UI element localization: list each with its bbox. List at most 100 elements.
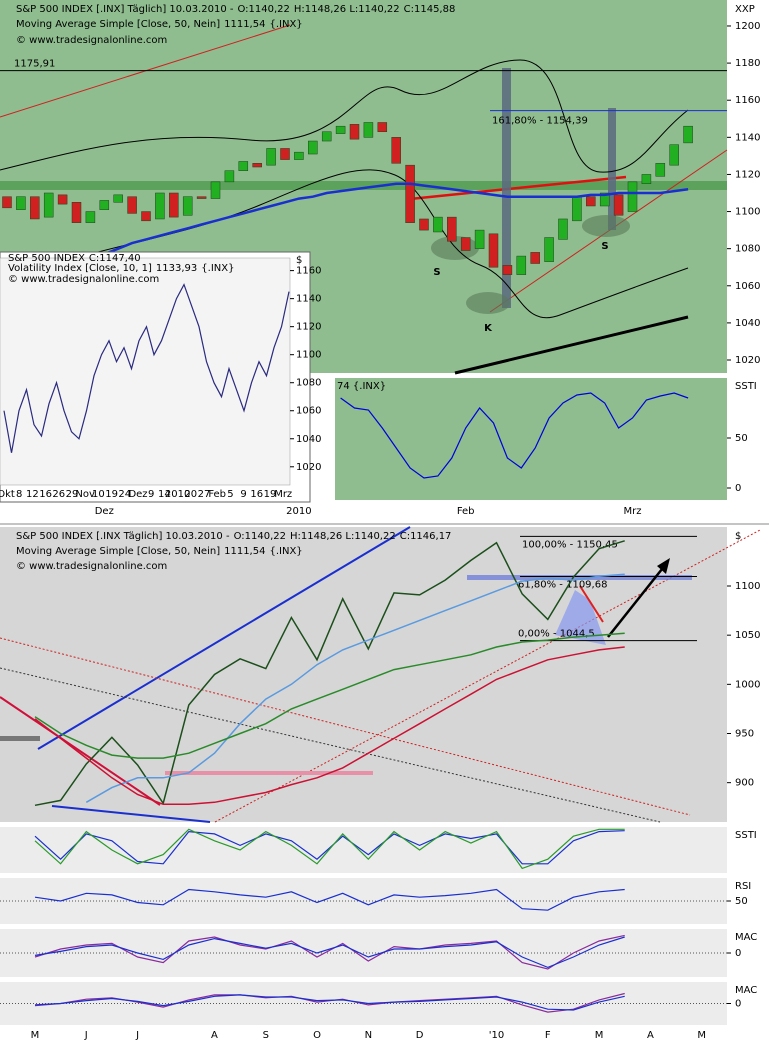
x-tick-label: 5 — [227, 489, 233, 500]
candle — [155, 192, 165, 220]
header-text: {.INX} — [269, 19, 302, 30]
y-tick-label: 1100 — [735, 207, 760, 218]
x-tick-label: Feb — [208, 489, 226, 500]
candle — [530, 252, 540, 264]
candle — [447, 216, 457, 242]
y-tick-label: 950 — [735, 729, 754, 740]
axis-label: $ — [735, 531, 741, 542]
candle — [488, 233, 499, 268]
candle — [2, 196, 12, 209]
projection-arrow — [555, 590, 606, 645]
x-tick-label: A — [211, 1030, 218, 1041]
arrow-head — [657, 558, 670, 574]
panel-title: SSTI — [735, 830, 757, 841]
x-tick-label: 26 — [52, 489, 65, 500]
header-text: H:1148,26 L:1140,22 — [290, 531, 396, 542]
y-tick-label: 1060 — [735, 281, 760, 292]
y-tick-label: 1080 — [735, 244, 760, 255]
x-tick-label: 27 — [198, 489, 211, 500]
candle — [113, 194, 123, 203]
candle — [683, 125, 693, 144]
y-tick-label: 1120 — [296, 322, 321, 333]
x-tick-label: 10 — [92, 489, 105, 500]
x-tick-label: 16 — [250, 489, 263, 500]
y-tick-label: 1160 — [735, 95, 760, 106]
header-text: H:1148,26 L:1140,22 — [294, 4, 400, 15]
candle — [280, 148, 290, 160]
header-text: 1133,93 — [156, 263, 197, 274]
plot-area — [0, 257, 291, 486]
candle — [655, 163, 666, 177]
y-tick-label: 1020 — [296, 462, 321, 473]
candle — [99, 200, 110, 210]
candle — [141, 211, 151, 222]
candle — [224, 170, 235, 183]
trend-line — [51, 805, 211, 823]
axis-label: XXP — [735, 4, 755, 15]
x-tick-label: 14 — [158, 489, 171, 500]
level-label: 161,80% - 1154,39 — [492, 116, 588, 127]
neckline — [409, 175, 627, 201]
candle — [419, 218, 429, 231]
y-tick-label: 1180 — [735, 58, 760, 69]
level-label: 100,00% - 1150,45 — [522, 539, 618, 550]
pattern-label: S — [601, 241, 608, 252]
panel-title: MAC — [735, 985, 757, 996]
candle — [599, 192, 610, 207]
series-line — [85, 573, 625, 803]
x-tick-label: 12 — [26, 489, 39, 500]
backgrounds — [0, 0, 769, 1025]
x-tick-label: Dez — [128, 489, 147, 500]
candle — [405, 164, 415, 223]
candle — [377, 122, 388, 133]
pattern-label: S — [433, 267, 440, 278]
panel-subtitle: 74 {.INX} — [337, 381, 386, 392]
y-tick-label: 1000 — [735, 679, 760, 690]
series-line — [34, 540, 625, 807]
candle — [182, 196, 193, 216]
series-line — [34, 994, 625, 1011]
candle — [43, 192, 54, 218]
candle — [238, 161, 249, 171]
foreground: 1020104010601080110011201140116011801200… — [0, 4, 760, 1041]
x-tick-label: Nov — [75, 489, 95, 500]
projection-arrow — [579, 585, 604, 623]
candle — [127, 196, 137, 214]
y-tick-label: 1140 — [735, 132, 760, 143]
x-tick-label: 2010 — [165, 489, 190, 500]
y-tick-label: 1080 — [296, 378, 321, 389]
axis-label: $ — [296, 255, 302, 266]
x-tick-label: '10 — [489, 1030, 504, 1041]
candle — [544, 237, 554, 262]
dotted-line — [0, 667, 661, 823]
dotted-line — [0, 637, 691, 816]
y-tick-label: 1140 — [296, 294, 321, 305]
header-text: C:1145,88 — [404, 4, 456, 15]
x-tick-label: Dez — [95, 506, 114, 517]
candle — [433, 216, 443, 233]
candle — [71, 202, 82, 223]
candle — [363, 122, 374, 138]
candle — [335, 125, 346, 134]
trend-line — [0, 696, 161, 806]
level-label: 1175,91 — [14, 59, 55, 70]
x-tick-label: 2010 — [286, 506, 311, 517]
x-tick-label: 9 — [240, 489, 246, 500]
header-text: Moving Average Simple [Close, 50, Nein] — [16, 546, 220, 557]
x-tick-label: Feb — [457, 506, 475, 517]
panel-title: RSI — [735, 881, 751, 892]
header-text: © www.tradesignalonline.com — [8, 274, 159, 285]
pattern-mark — [582, 215, 630, 237]
level-label: 61,80% - 1109,68 — [518, 579, 607, 590]
x-tick-label: O — [313, 1030, 321, 1041]
candle — [572, 196, 582, 222]
dotted-line — [214, 529, 761, 823]
candle — [460, 237, 471, 251]
candle — [196, 196, 207, 199]
candle — [252, 163, 262, 168]
y-tick-label: 0 — [735, 483, 741, 494]
candle — [210, 181, 221, 199]
header-text: S&P 500 INDEX — [8, 253, 85, 264]
header-text: C:1147,40 — [89, 253, 141, 264]
